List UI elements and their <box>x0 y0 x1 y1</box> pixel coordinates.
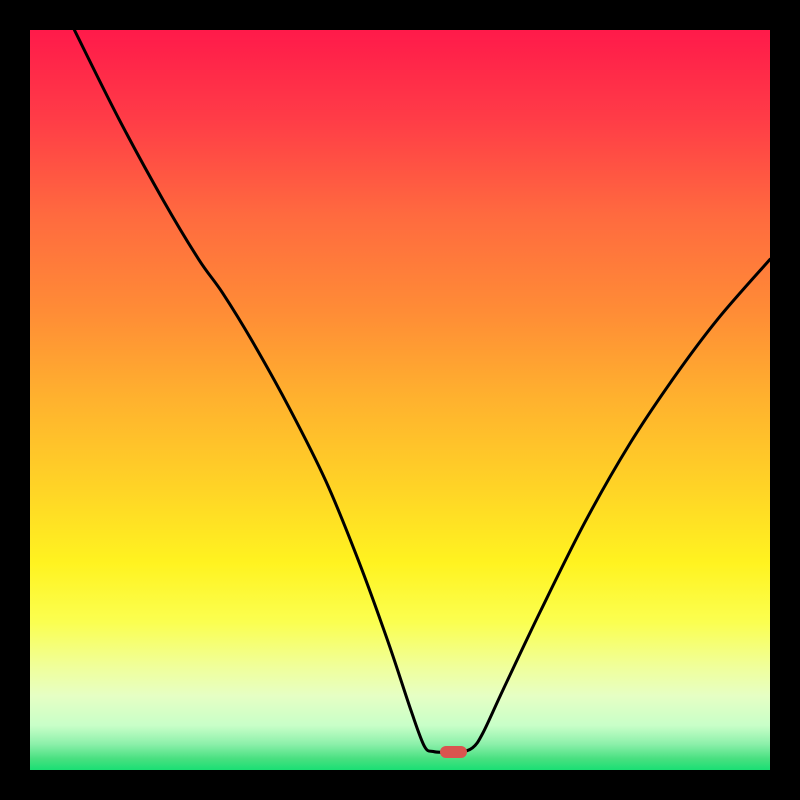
optimal-marker <box>440 746 467 758</box>
plot-area <box>30 30 770 770</box>
curve-path <box>74 30 770 753</box>
chart-frame: TheBottleneck.com <box>0 0 800 800</box>
bottleneck-curve <box>30 30 770 770</box>
